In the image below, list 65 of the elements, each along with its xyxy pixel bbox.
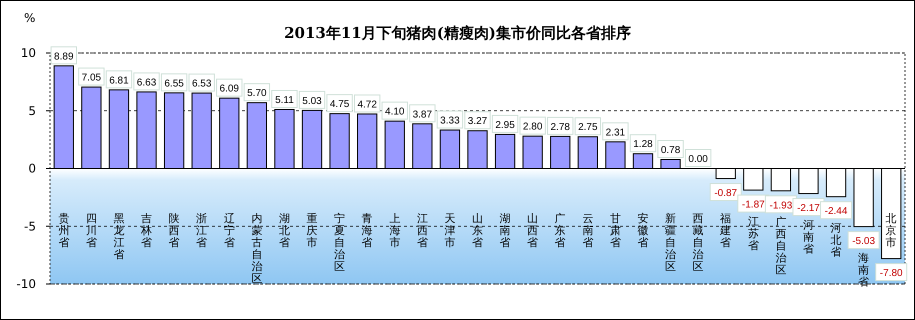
data-label: 7.05: [82, 72, 102, 84]
x-tick-label: 山东省: [472, 212, 483, 249]
data-label: 0.00: [688, 154, 708, 165]
x-tick-label: 天津市: [444, 212, 456, 249]
data-label: 3.87: [412, 109, 433, 120]
y-tick-label: -5: [24, 219, 36, 234]
data-label: 2.78: [550, 122, 570, 133]
x-tick-label: 江西省: [416, 212, 428, 249]
data-label: 2.95: [495, 120, 516, 131]
x-tick-label: 湖北省: [278, 212, 290, 249]
data-label: 3.33: [440, 116, 460, 127]
x-tick-label: 西藏自治区: [692, 212, 704, 273]
x-tick-label: 四川省: [86, 212, 97, 249]
data-label: -0.87: [714, 188, 738, 200]
x-tick-label: 辽宁省: [224, 212, 235, 249]
data-label: 6.55: [164, 78, 184, 90]
data-label: -7.80: [880, 268, 904, 280]
data-label: 5.03: [302, 96, 322, 107]
x-tick-label: 青海省: [362, 212, 373, 249]
x-tick-label: 上海市: [389, 212, 400, 249]
data-label: 2.75: [578, 122, 598, 134]
data-label: -1.87: [742, 200, 766, 211]
x-tick-label: 北京市: [886, 212, 897, 249]
x-tick-label: 广东省: [554, 212, 566, 249]
x-tick-label: 湖南省: [500, 212, 511, 249]
data-label: 1.28: [633, 139, 654, 150]
data-label: 2.80: [522, 122, 543, 133]
x-tick-label: 山西省: [527, 212, 538, 249]
data-label: 8.89: [54, 51, 74, 62]
x-tick-label: 河南省: [802, 218, 814, 256]
data-label: 4.75: [330, 99, 350, 110]
data-label: -2.44: [824, 206, 848, 218]
data-label: 6.63: [136, 77, 157, 88]
x-tick-label: 宁夏自治区: [334, 212, 346, 273]
x-tick-label: 黑龙江省: [113, 212, 124, 261]
y-tick-label: -10: [16, 277, 36, 292]
data-label: -2.17: [797, 203, 820, 214]
y-tick-label: 5: [28, 104, 36, 118]
y-tick-label: 0: [28, 162, 36, 176]
x-tick-label: 贵州省: [58, 212, 70, 249]
data-label: 5.70: [247, 88, 268, 100]
data-label: 3.27: [468, 116, 488, 128]
data-label: -1.93: [769, 200, 793, 212]
x-tick-label: 江苏省: [748, 215, 759, 252]
x-tick-label: 吉林省: [140, 212, 152, 249]
x-tick-label: 河北省: [830, 222, 842, 259]
x-tick-label: 安徽省: [637, 212, 648, 249]
data-label: 2.31: [606, 127, 626, 138]
data-label: 0.78: [660, 144, 681, 156]
data-label: 5.11: [275, 94, 294, 106]
x-tick-label: 甘肃省: [610, 212, 621, 249]
y-axis-title: %: [24, 11, 36, 25]
y-tick-label: 10: [20, 46, 36, 60]
data-label: -5.03: [852, 236, 876, 248]
chart-title: 2013年11月下旬猪肉(精瘦肉)集市价同比各省排序: [284, 24, 631, 42]
data-label: 4.10: [385, 106, 405, 118]
data-label: 4.72: [357, 99, 378, 110]
data-label: 6.81: [109, 75, 130, 86]
x-tick-label: 福建省: [719, 212, 732, 249]
data-label: 6.53: [192, 78, 212, 90]
x-tick-label: 广西自治区: [775, 216, 786, 277]
x-tick-label: 云南省: [582, 212, 594, 249]
data-label: 6.09: [220, 84, 240, 95]
x-tick-label: 陕西省: [168, 212, 180, 249]
x-tick-label: 新疆自治区: [665, 212, 676, 273]
